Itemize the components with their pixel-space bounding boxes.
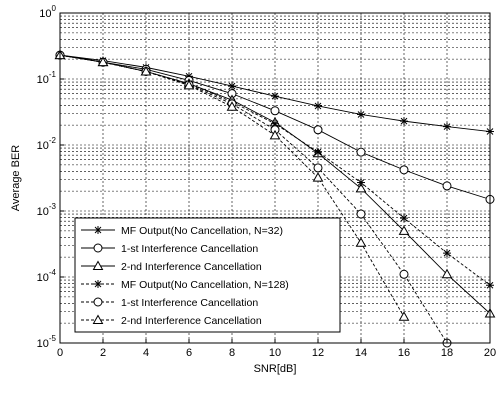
x-tick-label: 14 [355, 347, 367, 359]
legend-entry: 2-nd Interference Cancellation [81, 314, 262, 327]
data-point [442, 181, 452, 191]
data-point [312, 172, 324, 182]
legend-marker [93, 297, 103, 307]
data-point [356, 147, 366, 157]
legend-entry: MF Output(No Cancellation, N=128) [81, 279, 289, 291]
data-point [97, 56, 109, 67]
data-point [271, 92, 279, 101]
data-point [314, 148, 322, 157]
legend-marker [94, 226, 102, 234]
legend-marker [94, 280, 102, 288]
data-point [183, 79, 195, 90]
legend: MF Output(No Cancellation, N=32) 1-st Int… [74, 217, 341, 333]
data-point [357, 178, 365, 187]
data-point [357, 110, 365, 119]
data-point [228, 82, 236, 91]
data-point [140, 65, 152, 76]
data-point [398, 311, 410, 321]
series-6 [54, 49, 410, 321]
data-point [355, 237, 367, 247]
legend-label: 2-nd Interference Cancellation [121, 315, 262, 327]
data-point [356, 209, 366, 219]
data-point [270, 106, 280, 116]
legend-marker [92, 260, 104, 270]
legend-label: 1-st Interference Cancellation [121, 297, 258, 309]
data-point [271, 119, 279, 128]
legend-entry: 1-st Interference Cancellation [81, 297, 258, 309]
data-point [269, 129, 281, 140]
y-tick-label: 10-3 [37, 202, 57, 218]
data-point [400, 117, 408, 126]
legend-box [74, 217, 341, 333]
legend-entry: 2-nd Interference Cancellation [81, 260, 262, 273]
x-tick-label: 4 [143, 347, 149, 359]
x-tick-label: 10 [269, 347, 281, 359]
data-point [398, 225, 410, 235]
y-tick-label: 10-2 [37, 136, 57, 152]
legend-entry: MF Output(No Cancellation, N=32) [81, 225, 283, 237]
data-point [443, 249, 451, 258]
x-tick-label: 12 [312, 347, 324, 359]
legend-label: 2-nd Interference Cancellation [121, 261, 262, 273]
y-tick-label: 100 [39, 4, 56, 20]
legend-entry: 1-st Interference Cancellation [81, 243, 258, 255]
data-point [399, 269, 409, 279]
data-point [443, 122, 451, 131]
legend-label: 1-st Interference Cancellation [121, 243, 258, 255]
x-tick-label: 20 [484, 347, 496, 359]
y-tick-label: 10-1 [37, 70, 57, 86]
data-point [226, 101, 238, 111]
x-tick-label: 0 [57, 347, 63, 359]
data-point [313, 163, 323, 173]
data-point [314, 101, 322, 110]
x-axis-label: SNR[dB] [254, 363, 297, 375]
legend-label: MF Output(No Cancellation, N=128) [121, 279, 289, 291]
x-tick-label: 2 [100, 347, 106, 359]
legend-marker [92, 314, 104, 324]
data-point [400, 214, 408, 223]
x-tick-label: 16 [398, 347, 410, 359]
x-tick-label: 8 [229, 347, 235, 359]
x-tick-label: 18 [441, 347, 453, 359]
data-point [355, 182, 367, 193]
legend-marker [93, 243, 103, 253]
data-point [313, 125, 323, 135]
y-tick-label: 10-5 [37, 334, 57, 350]
data-point [441, 268, 453, 279]
x-tick-label: 6 [186, 347, 192, 359]
data-point [399, 165, 409, 175]
legend-label: MF Output(No Cancellation, N=32) [121, 225, 283, 237]
tick-labels: 0 2 4 6 8 10 12 14 16 18 20 100 10-1 10-2 10-3 10-4 10-5 [37, 4, 497, 359]
y-tick-label: 10-4 [37, 268, 57, 284]
y-axis-label: Average BER [10, 145, 22, 212]
